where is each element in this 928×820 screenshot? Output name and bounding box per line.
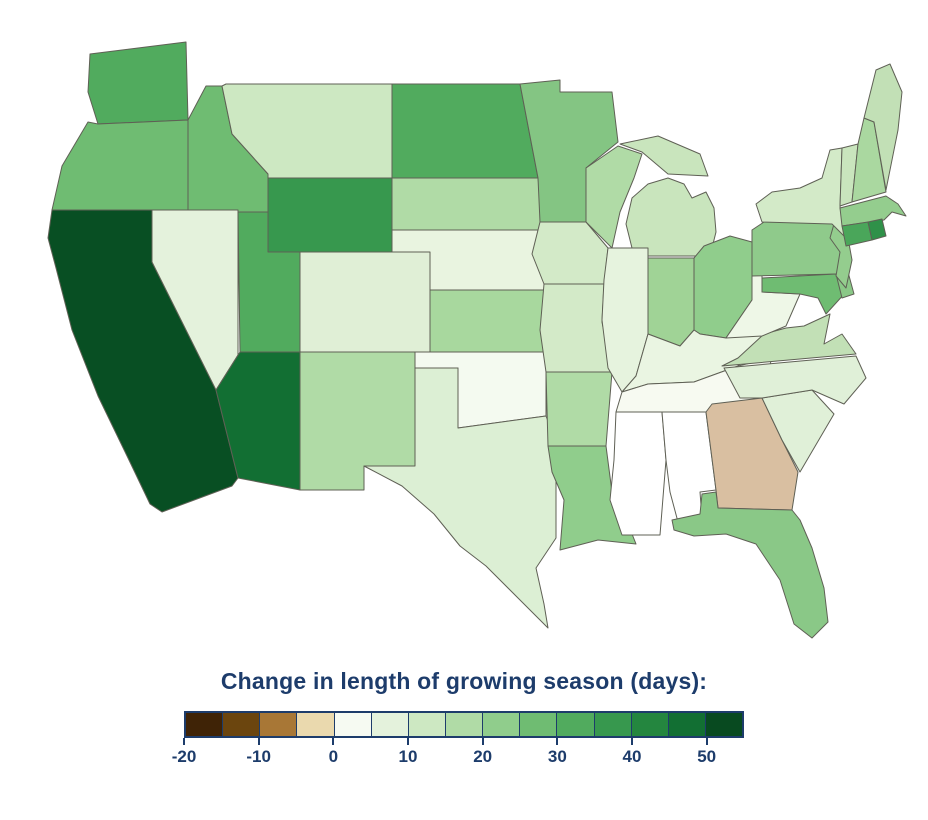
state-north-carolina — [723, 355, 867, 405]
legend-color-bar — [184, 711, 744, 738]
legend-color-segment — [297, 713, 335, 736]
legend-color-segment — [483, 713, 521, 736]
state-michigan-upper — [619, 135, 709, 177]
legend-color-segment — [223, 713, 261, 736]
legend-ticks: -20 -10 0 10 20 30 40 50 — [172, 738, 744, 772]
legend-tick-mark — [705, 738, 708, 745]
legend-tick-label: 30 — [547, 747, 567, 766]
state-connecticut — [841, 221, 873, 247]
state-wyoming — [267, 177, 393, 253]
figure-title: Change in length of growing season (days… — [220, 668, 708, 694]
legend-tick-label: -10 — [246, 747, 271, 766]
state-mississippi — [609, 411, 667, 536]
legend-tick-label: 10 — [398, 747, 418, 766]
map-svg — [47, 41, 907, 639]
state-arkansas — [545, 371, 613, 447]
legend-color-segment — [557, 713, 595, 736]
state-south-dakota — [391, 177, 546, 231]
state-oregon — [51, 119, 189, 211]
state-rhode-island — [867, 218, 887, 241]
legend-color-segment — [408, 713, 446, 736]
legend-tick-mark — [183, 738, 185, 745]
state-arizona — [215, 351, 301, 491]
state-kansas — [429, 289, 547, 353]
legend-tick-label: 20 — [473, 747, 493, 766]
legend-color-segment — [445, 713, 484, 736]
state-virginia — [721, 313, 857, 367]
legend-tick-label: 40 — [622, 747, 642, 766]
legend-color-segment — [334, 713, 372, 736]
legend-tick-mark — [332, 738, 335, 745]
legend-color-segment — [186, 713, 224, 736]
state-michigan-lower — [625, 177, 717, 257]
state-maine — [863, 63, 903, 191]
legend-tick-mark — [407, 738, 409, 745]
state-indiana — [647, 257, 695, 347]
legend-color-segment — [594, 713, 632, 736]
state-missouri — [539, 283, 613, 373]
legend-tick-mark — [556, 738, 559, 745]
us-choropleth-map — [47, 41, 907, 639]
state-north-dakota — [391, 83, 539, 179]
legend: -20 -10 0 10 20 30 40 50 — [172, 711, 744, 791]
state-minnesota — [519, 79, 619, 223]
legend-tick-mark — [257, 738, 260, 745]
legend-tick-label: 50 — [697, 747, 717, 766]
state-washington — [87, 41, 189, 125]
legend-color-segment — [520, 713, 558, 736]
state-colorado — [299, 251, 431, 353]
legend-tick-label: -20 — [171, 747, 197, 766]
state-texas — [363, 367, 557, 629]
state-wisconsin — [585, 145, 643, 249]
legend-color-segment — [371, 713, 409, 736]
legend-tick-label: 0 — [328, 747, 339, 766]
legend-tick-mark — [481, 738, 484, 745]
state-pennsylvania — [751, 217, 845, 277]
legend-color-segment — [705, 713, 743, 736]
legend-color-segment — [668, 713, 706, 736]
legend-color-segment — [260, 713, 298, 736]
legend-tick-mark — [631, 738, 633, 745]
state-florida — [671, 491, 829, 639]
legend-color-segment — [631, 713, 669, 736]
states-group — [47, 41, 907, 639]
